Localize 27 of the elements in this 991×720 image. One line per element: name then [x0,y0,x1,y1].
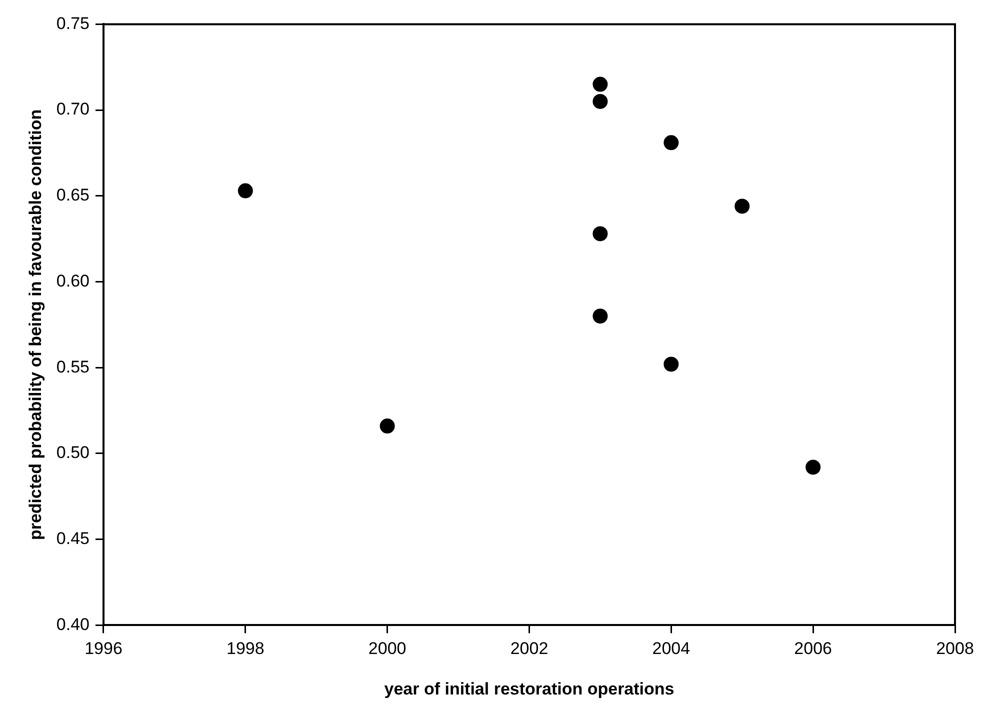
point [380,418,395,434]
y-tick-label: 0.55 [56,357,90,376]
x-tick-label: 1998 [226,639,264,658]
x-tick-label: 2006 [794,639,832,658]
y-tick-label: 0.50 [56,443,90,462]
point [806,460,821,475]
y-tick-label: 0.45 [56,529,90,548]
point [734,198,750,214]
point [664,356,679,372]
point [664,135,679,150]
y-tick-label: 0.65 [56,186,90,205]
point [238,183,253,198]
y-tick-label: 0.40 [56,614,90,634]
y-tick-label: 0.70 [56,100,90,119]
x-tick-label: 2004 [652,639,690,658]
point [592,94,608,109]
x-tick-label: 2000 [368,639,406,658]
point [592,308,608,324]
point [592,76,608,92]
x-tick-label: 2002 [510,639,548,658]
y-tick-label: 0.60 [56,271,90,290]
y-tick-label: 0.75 [56,14,90,33]
x-tick-label: 1996 [84,639,122,658]
x-tick-label: 2008 [936,639,974,658]
x-axis-title: year of initial restoration operations [384,679,674,698]
point [592,226,608,242]
y-axis-title: predicted probability of being in favourable condition [26,109,45,540]
